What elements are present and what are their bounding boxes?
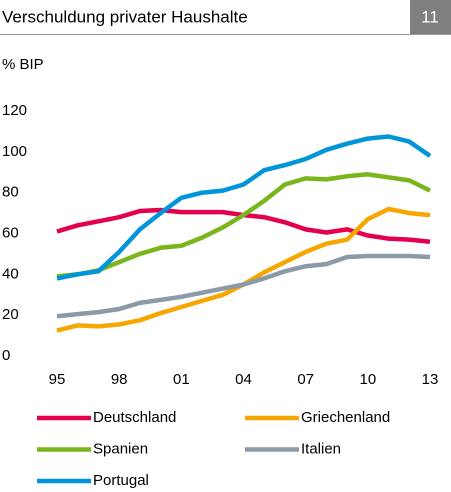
x-tick-label: 01 [173, 371, 190, 388]
x-tick-label: 04 [235, 371, 252, 388]
y-tick-label: 100 [2, 143, 27, 160]
legend-label: Portugal [93, 472, 149, 489]
legend-label: Italien [301, 440, 341, 457]
y-tick-label: 60 [2, 224, 19, 241]
x-tick-label: 13 [422, 371, 439, 388]
x-tick-label: 10 [359, 371, 376, 388]
legend-label: Griechenland [301, 409, 390, 426]
series-line [56, 206, 431, 333]
x-tick-label: 98 [111, 371, 128, 388]
y-tick-label: 80 [2, 184, 19, 201]
legend-label: Spanien [93, 440, 148, 457]
series-line [56, 253, 431, 319]
x-tick-label: 07 [297, 371, 314, 388]
figure-number: 11 [421, 7, 439, 26]
y-tick-label: 20 [2, 306, 19, 323]
y-tick-label: 120 [2, 102, 27, 119]
y-tick-label: 0 [2, 347, 10, 364]
chart-title: Verschuldung privater Haushalte [2, 7, 248, 26]
number-box [410, 0, 451, 34]
x-tick-label: 95 [49, 371, 66, 388]
y-axis-label: % BIP [2, 56, 44, 73]
series-line [56, 134, 432, 281]
legend-label: Deutschland [93, 409, 176, 426]
series-line [56, 172, 431, 279]
y-tick-label: 40 [2, 265, 19, 282]
